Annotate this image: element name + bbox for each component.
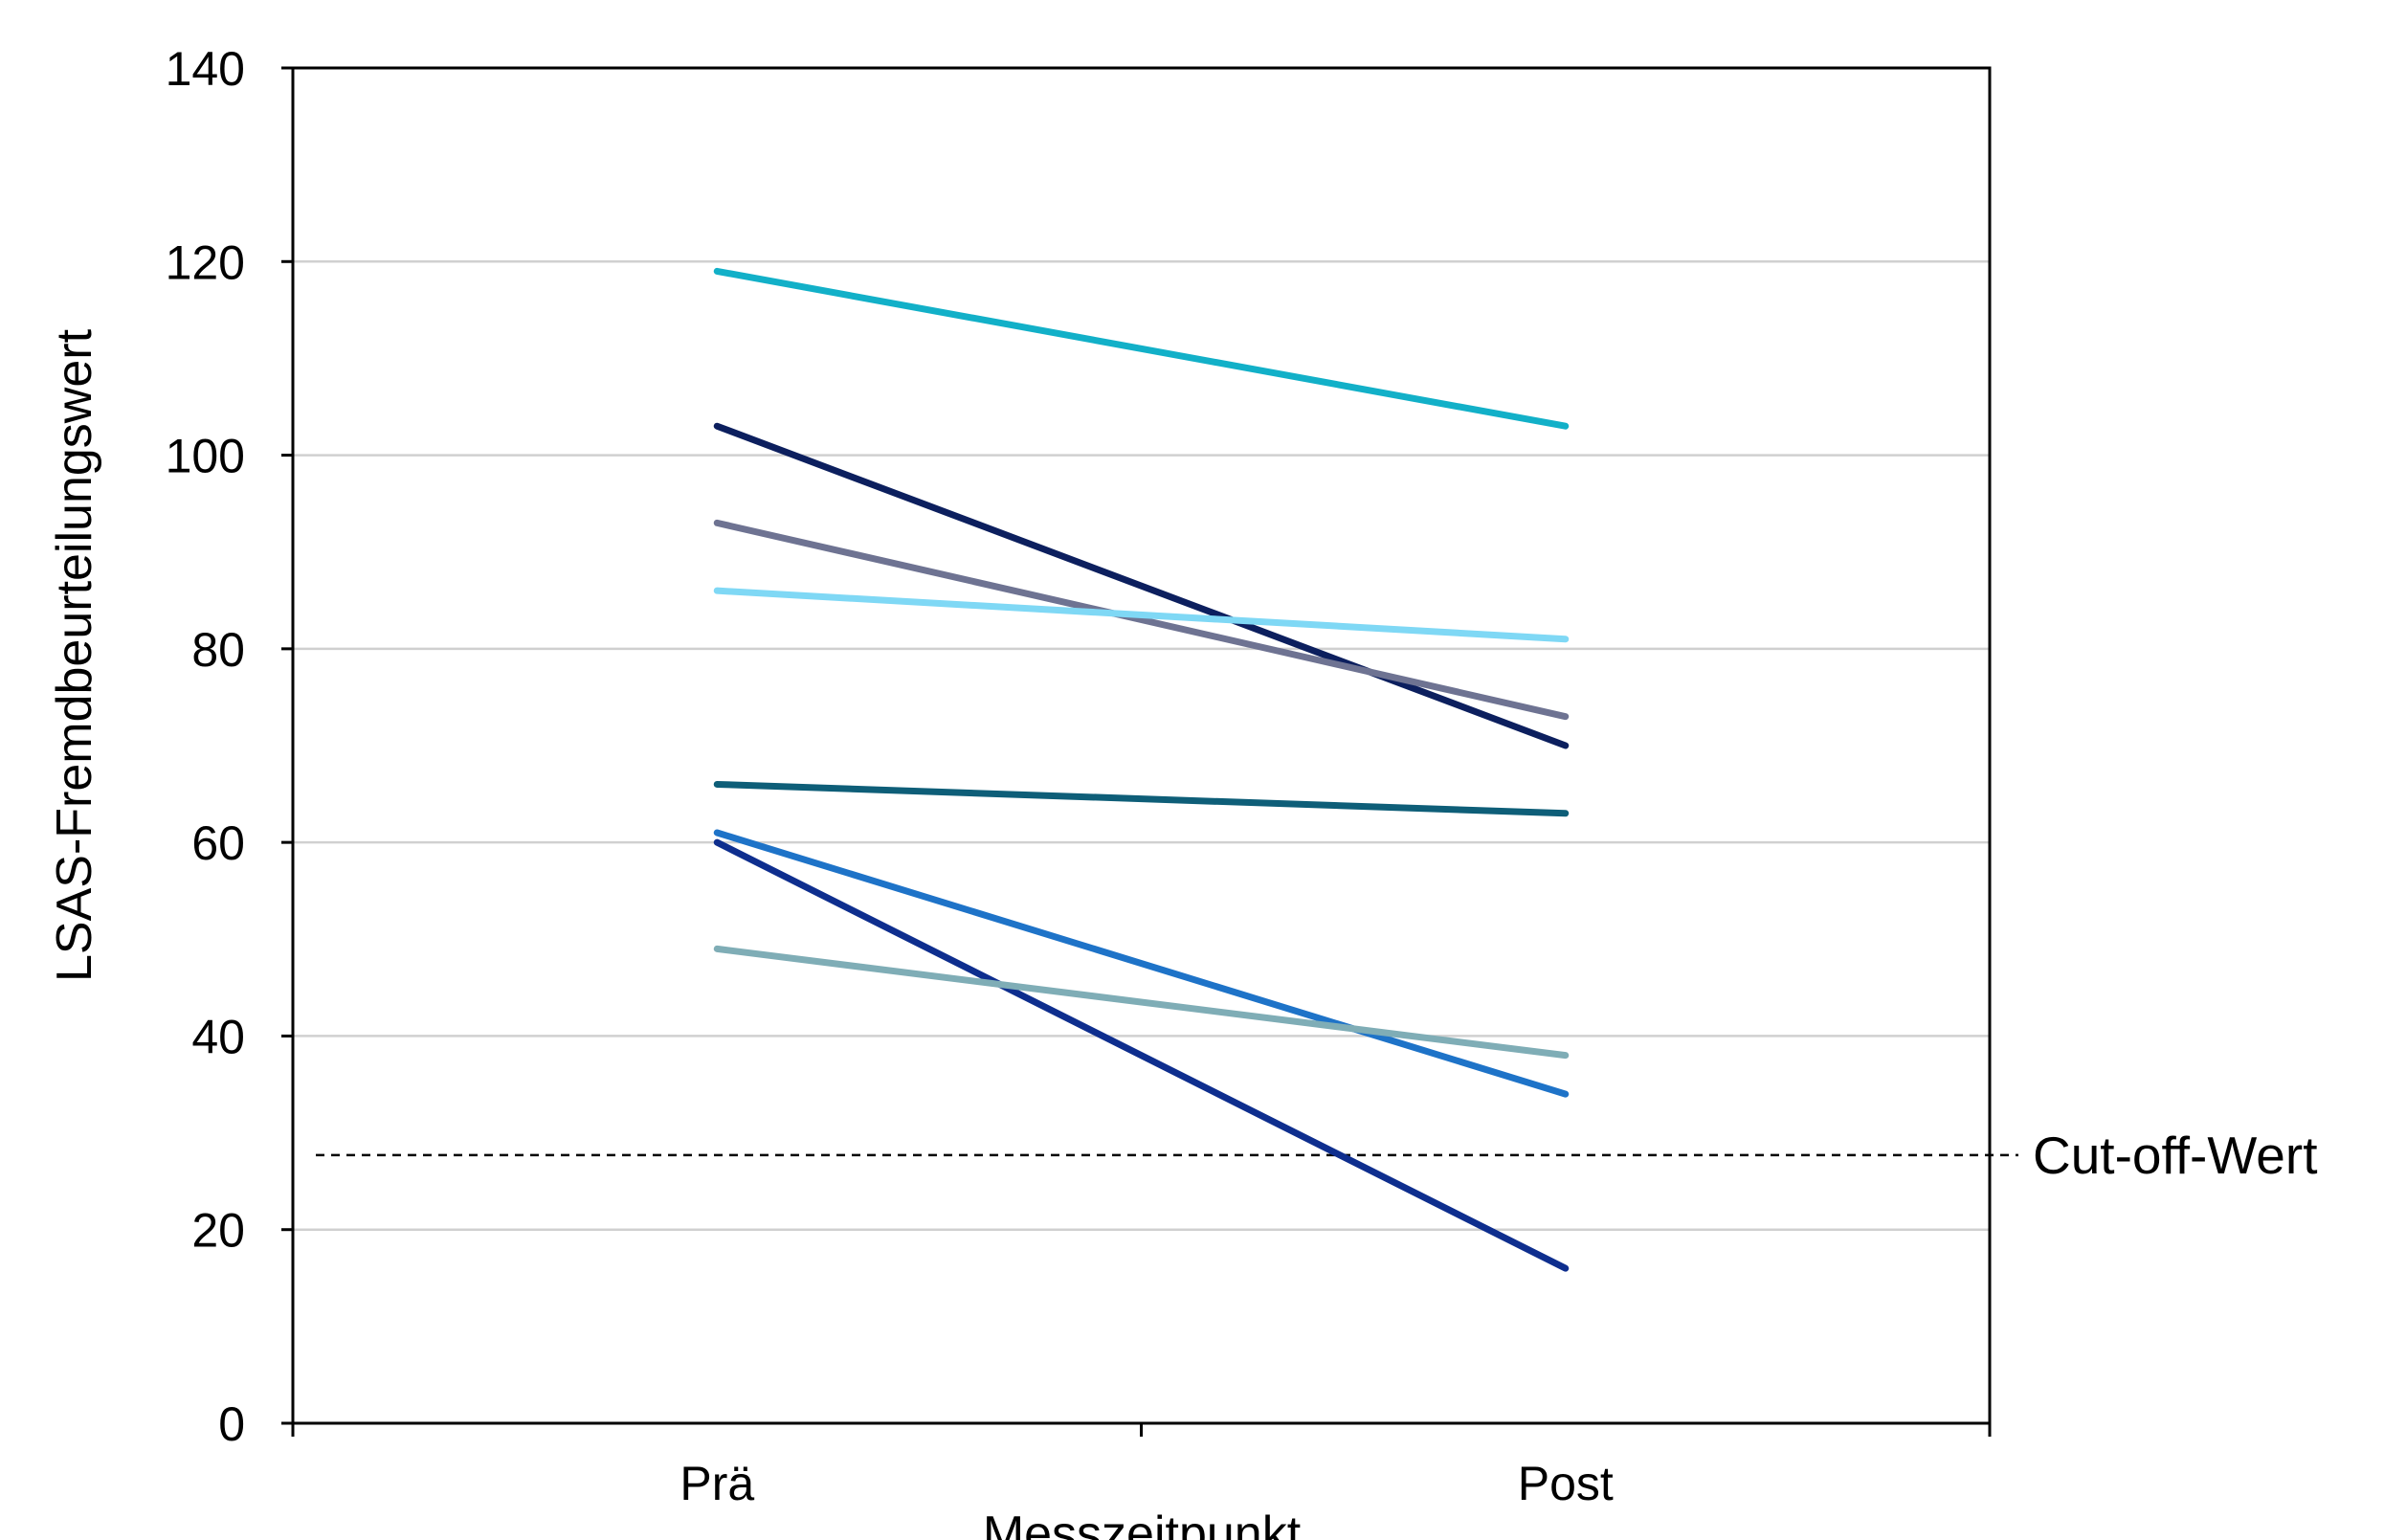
plot-frame (291, 66, 1992, 1425)
series-line (713, 780, 1570, 817)
y-tick-label: 60 (191, 816, 245, 870)
x-axis-ticks: Prä Post (291, 1423, 1992, 1510)
y-tick-label: 40 (191, 1010, 245, 1063)
cutoff-annotation: Cut-off-Wert (316, 1126, 2317, 1185)
y-tick-label: 0 (218, 1397, 245, 1451)
y-tick-label: 80 (191, 623, 245, 677)
x-axis-title: Messzeitpunkt (983, 1507, 1302, 1540)
series-line (713, 945, 1570, 1060)
series-line (713, 838, 1570, 1272)
series-line (713, 422, 1570, 749)
gridlines (293, 260, 1990, 1231)
y-axis-title: LSAS-Fremdbeurteilungswert (47, 328, 102, 982)
x-tick-label: Post (1518, 1457, 1614, 1510)
series-lines (713, 267, 1570, 1272)
x-tick-label: Prä (679, 1457, 754, 1510)
y-tick-label: 120 (166, 235, 245, 289)
y-tick-label: 140 (166, 42, 245, 96)
y-axis-ticks: 0 20 40 60 80 100 120 140 (166, 42, 293, 1451)
y-tick-label: 100 (166, 430, 245, 483)
series-line (713, 519, 1570, 721)
series-line (713, 267, 1570, 430)
y-tick-label: 20 (191, 1204, 245, 1258)
cutoff-label: Cut-off-Wert (2033, 1126, 2317, 1185)
series-line (713, 587, 1570, 643)
series-line (713, 829, 1570, 1098)
